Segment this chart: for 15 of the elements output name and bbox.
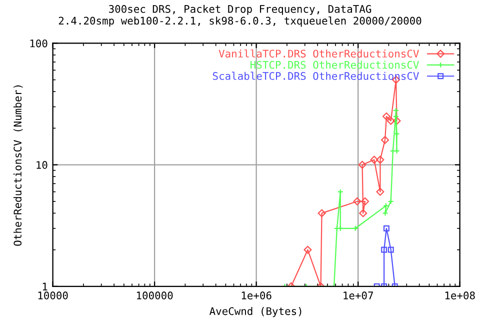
legend-label: ScalableTCP.DRS OtherReductionsCV (212, 72, 419, 80)
x-axis-title: AveCwnd (Bytes) (209, 307, 302, 318)
x-tick-label: 1e+08 (445, 292, 475, 300)
y-tick-label: 1 (42, 282, 48, 290)
y-tick-label: 10 (36, 161, 48, 169)
y-tick-label: 100 (30, 39, 48, 48)
legend-label: VanillaTCP.DRS OtherReductionsCV (218, 49, 419, 58)
chart-title: 300sec DRS, Packet Drop Frequency, DataTAG (109, 4, 372, 15)
chart-subtitle: 2.4.20smp web100-2.2.1, sk98-6.0.3, txqueuelen 20000/20000 (58, 16, 422, 27)
x-tick-label: 10000 (38, 292, 68, 300)
y-axis-title: OtherReductionsCV (Number) (13, 85, 23, 246)
x-tick-label: 1e+06 (242, 292, 272, 300)
x-tick-label: 100000 (137, 292, 173, 300)
x-tick-label: 1e+07 (344, 292, 373, 300)
legend-label: HSTCP.DRS OtherReductionsCV (250, 60, 419, 69)
